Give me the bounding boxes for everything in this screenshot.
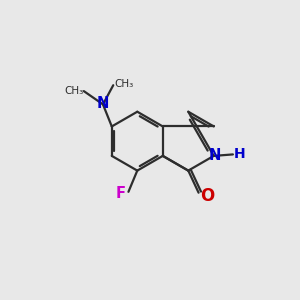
Text: O: O — [200, 187, 214, 205]
Text: N: N — [97, 96, 109, 111]
Text: N: N — [208, 148, 220, 164]
Text: H: H — [234, 147, 245, 161]
Text: CH₃: CH₃ — [64, 85, 83, 95]
Text: F: F — [115, 186, 125, 201]
Text: CH₃: CH₃ — [115, 79, 134, 89]
